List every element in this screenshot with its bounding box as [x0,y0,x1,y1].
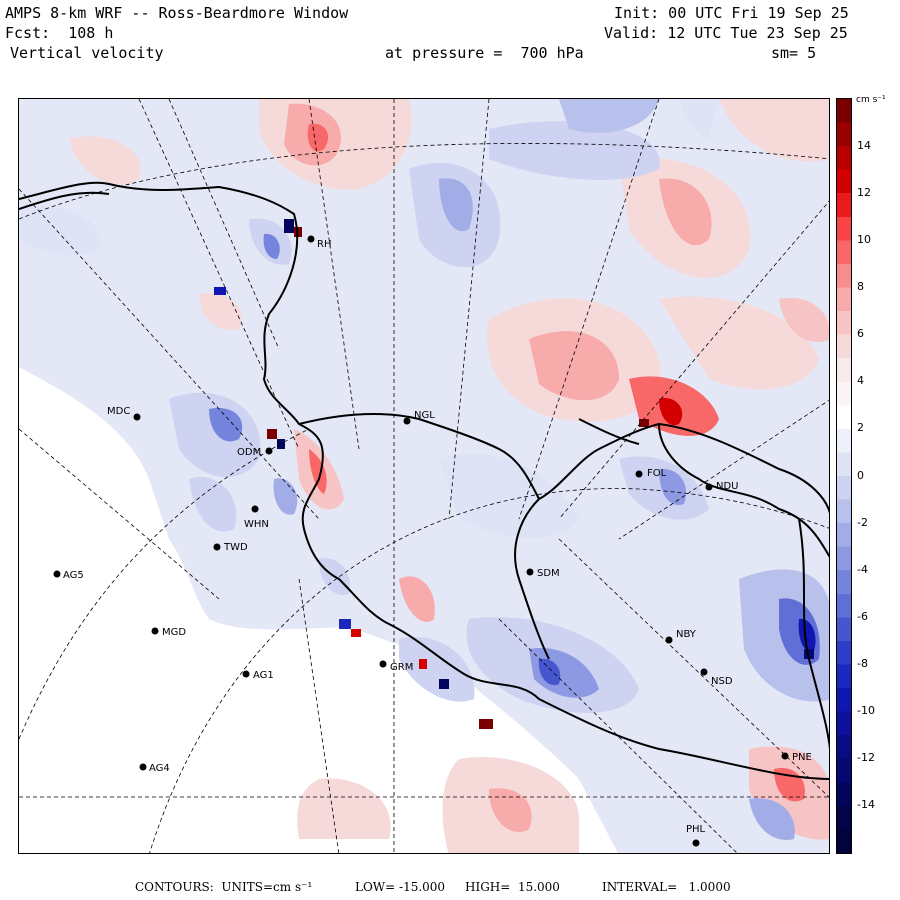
colorbar-tick: 4 [857,374,864,388]
station-ag4[interactable]: AG4 [139,763,170,774]
station-mdc[interactable]: MDC [107,406,141,421]
station-ag1[interactable]: AG1 [242,670,274,681]
station-label-nsd: NSD [711,676,733,687]
station-label-whn: WHN [244,519,269,530]
no-data-region [19,367,618,853]
station-label-fol: FOL [647,468,667,479]
station-label-mdc: MDC [107,406,130,417]
colorbar-tick: 12 [857,186,871,200]
coastline [19,181,829,780]
map-panel[interactable]: MDC NGL FOL NDU TWD AG5 SDM MGD NBY AG1 … [18,98,830,854]
field-name: Vertical velocity [10,44,164,62]
station-label-ag1: AG1 [253,670,274,681]
colorbar-tick: 6 [857,327,864,341]
station-fol[interactable]: FOL [635,468,667,479]
station-label-sdm: SDM [537,568,560,579]
colorbar-unit: cm s⁻¹ [856,95,886,105]
station-label-nby: NBY [676,629,697,640]
colorbar-tick: -6 [857,609,868,623]
station-label-grm: GRM [390,662,413,673]
station-nsd[interactable]: NSD [700,668,733,688]
station-pne[interactable]: PNE [781,752,812,763]
upward-motion-areas [69,99,829,853]
station-label-phl: PHL [686,824,706,835]
colorbar [836,98,852,854]
station-grm[interactable]: GRM [379,660,414,674]
valid-time: Valid: 12 UTC Tue 23 Sep 25 [604,24,848,42]
colorbar-tick: -4 [857,562,868,576]
station-ndu[interactable]: NDU [705,481,739,492]
chart-title: AMPS 8-km WRF -- Ross-Beardmore Window [5,4,349,22]
forecast-hour: Fcst: 108 h [5,24,114,42]
station-label-odm: ODM [237,447,261,458]
station-mgd[interactable]: MGD [151,627,187,638]
colorbar-tick: 14 [857,139,871,152]
colorbar-tick: -12 [857,750,875,764]
station-label-ndu: NDU [716,481,739,492]
station-label-ag5: AG5 [63,570,84,581]
colorbar-tick: 8 [857,280,864,294]
station-label-pne: PNE [792,752,812,763]
station-ag5[interactable]: AG5 [53,570,84,581]
contour-high: HIGH= 15.000 [465,880,560,894]
station-label-mgd: MGD [162,627,186,638]
stations: MDC NGL FOL NDU TWD AG5 SDM MGD NBY AG1 … [53,235,812,847]
colorbar-tick: 0 [857,468,864,482]
station-odm[interactable]: ODM [237,447,273,458]
colorbar-tick: 10 [857,233,871,247]
colorbar-tick: -14 [857,798,875,811]
station-label-ag4: AG4 [149,763,170,774]
colorbar-tick: 2 [857,421,864,435]
colorbar-tick: -10 [857,703,875,717]
smoothing: sm= 5 [771,44,817,62]
station-rh[interactable]: RH [307,235,332,251]
station-sdm[interactable]: SDM [526,568,560,579]
station-ngl[interactable]: NGL [403,410,436,425]
station-label-ngl: NGL [414,410,435,421]
station-twd[interactable]: TWD [213,542,248,553]
pressure-level: at pressure = 700 hPa [385,44,584,62]
init-time: Init: 00 UTC Fri 19 Sep 25 [614,4,849,22]
contour-low: LOW= -15.000 [355,880,446,894]
colorbar-tick: -2 [857,515,868,529]
contour-units: CONTOURS: UNITS=cm s⁻¹ [135,880,313,894]
station-phl[interactable]: PHL [686,824,706,847]
colorbar-tick: -8 [857,656,868,670]
station-label-rh: RH [317,239,331,250]
contour-interval: INTERVAL= 1.0000 [602,880,731,894]
station-label-twd: TWD [223,542,248,553]
station-nby[interactable]: NBY [665,629,697,644]
map-canvas: MDC NGL FOL NDU TWD AG5 SDM MGD NBY AG1 … [19,99,829,853]
downward-motion-areas [19,99,829,840]
station-whn[interactable]: WHN [244,505,269,531]
